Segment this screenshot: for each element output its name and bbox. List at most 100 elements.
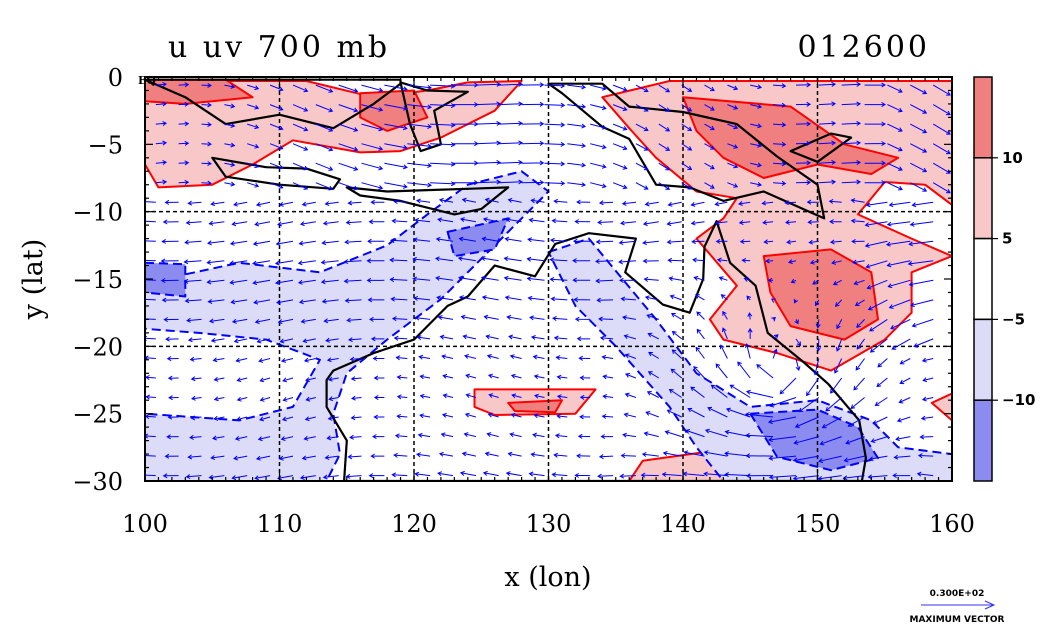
wind-vector-240	[389, 257, 408, 263]
wind-vector-95	[230, 299, 248, 305]
wind-vector-283	[435, 275, 454, 281]
wind-vector-500	[666, 409, 682, 418]
wind-vector-262	[412, 276, 431, 282]
wind-vector-551	[750, 182, 763, 187]
wind-vector-460	[620, 453, 636, 459]
wind-vector-398	[551, 472, 568, 478]
wind-vector-648	[819, 436, 842, 446]
wind-vector-367	[526, 276, 545, 282]
wind-vector-385	[551, 218, 568, 224]
wind-vector-357	[544, 83, 566, 89]
wind-vector-698	[910, 182, 928, 192]
wind-vector-85	[247, 104, 260, 110]
wind-vector-28	[162, 219, 179, 225]
wind-vector-5	[155, 179, 168, 185]
wind-vector-352	[511, 393, 522, 399]
wind-vector-365	[527, 237, 545, 243]
wind-vector-109	[269, 162, 284, 170]
x-tick-label: 110	[257, 510, 303, 538]
wind-vector-227	[373, 414, 385, 420]
wind-vector-362	[544, 180, 566, 186]
wind-vector-612	[818, 140, 837, 146]
wind-vector-608	[768, 474, 797, 480]
wind-vector-107	[269, 123, 284, 131]
wind-vector-668	[847, 416, 865, 427]
wind-vector-458	[623, 412, 637, 418]
wind-vector-75	[209, 318, 225, 324]
frame-tick-marks	[144, 76, 953, 482]
wind-vector-452	[620, 296, 636, 302]
wind-vector-659	[851, 238, 865, 244]
wind-vector-483	[681, 84, 693, 92]
wind-vector-577	[767, 277, 774, 283]
wind-vector-360	[544, 141, 566, 147]
wind-vector-370	[530, 335, 545, 340]
wind-vector-384	[553, 198, 568, 204]
wind-vector-238	[391, 218, 408, 224]
wind-vector-26	[178, 179, 190, 185]
wind-vector-493	[668, 276, 682, 282]
wind-vector-356	[505, 471, 522, 477]
wind-vector-415	[579, 394, 591, 400]
wind-vector-727	[913, 338, 934, 348]
wind-vector-151	[315, 162, 334, 171]
wind-vector-309	[465, 373, 477, 379]
wind-vector-461	[619, 473, 636, 479]
wind-vector-436	[602, 394, 614, 399]
wind-vector-733	[917, 453, 934, 459]
wind-vector-287	[441, 354, 454, 360]
wind-vector-476	[648, 351, 660, 359]
wind-vector-193	[361, 162, 384, 171]
wind-vector-637	[829, 219, 842, 225]
wind-vector-64	[224, 103, 236, 109]
wind-vector-516	[696, 311, 705, 320]
colorbar-label: −10	[1002, 391, 1035, 409]
wind-vector-229	[370, 453, 385, 459]
date-label: 012600	[797, 30, 930, 65]
wind-vector-102	[234, 435, 248, 441]
wind-vector-437	[601, 413, 614, 419]
wind-vector-386	[550, 237, 568, 243]
wind-vector-691	[868, 455, 888, 462]
wind-vector-144	[280, 436, 294, 441]
wind-vector-168	[338, 84, 359, 93]
wind-vector-303	[457, 256, 476, 262]
wind-vector-209	[345, 473, 362, 479]
wind-vector-530	[727, 182, 739, 188]
wind-vector-307	[462, 334, 477, 340]
wind-vector-212	[384, 123, 408, 131]
wind-vector-0	[155, 81, 168, 87]
wind-vector-92	[229, 240, 248, 246]
wind-vector-407	[572, 238, 591, 244]
wind-vector-170	[338, 123, 359, 132]
wind-vector-581	[772, 348, 778, 359]
wind-vector-699	[888, 201, 911, 208]
wind-vector-311	[464, 412, 477, 418]
wind-vector-438	[600, 434, 614, 440]
wind-vector-258	[416, 198, 431, 204]
wind-vector-319	[498, 159, 523, 165]
wind-vector-99	[236, 377, 248, 383]
wind-vector-728	[921, 357, 934, 363]
wind-vector-713	[892, 472, 911, 479]
wind-vector-117	[254, 318, 271, 325]
wind-vector-673	[887, 104, 903, 113]
wind-vector-682	[866, 279, 888, 290]
wind-vector-39	[166, 434, 179, 440]
wind-vector-350	[509, 354, 522, 360]
wind-vector-599	[793, 298, 799, 304]
wind-vector-202	[348, 337, 362, 343]
wind-vector-180	[323, 318, 339, 324]
wind-vector-203	[349, 356, 362, 362]
wind-vector-228	[372, 434, 385, 440]
wind-vector-579	[771, 316, 776, 322]
wind-vector-592	[795, 160, 812, 166]
wind-vector-38	[167, 414, 179, 420]
wind-vector-392	[555, 355, 568, 361]
wind-vector-284	[436, 295, 454, 301]
wind-vector-546	[750, 84, 763, 90]
wind-vector-594	[784, 200, 797, 206]
wind-vector-653	[864, 121, 886, 127]
wind-vector-686	[877, 358, 888, 368]
wind-vector-383	[567, 182, 587, 188]
